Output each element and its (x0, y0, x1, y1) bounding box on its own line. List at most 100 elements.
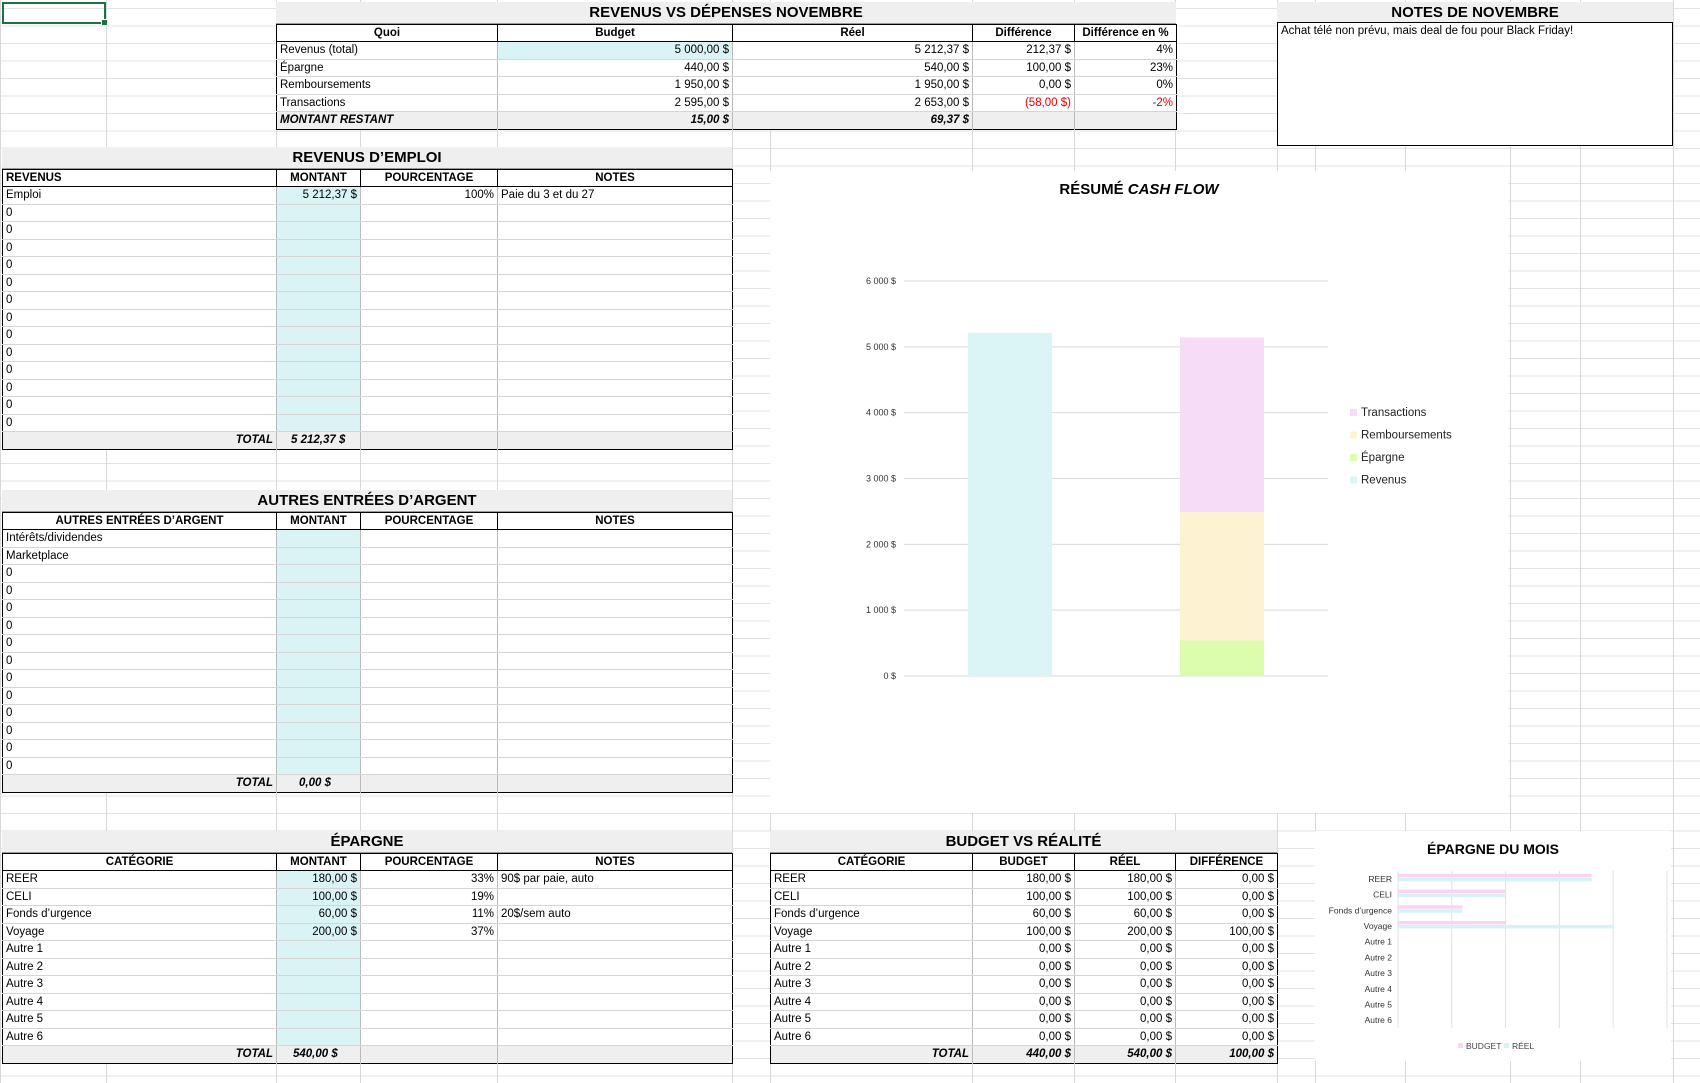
cell-quoi[interactable]: Remboursements (276, 76, 498, 95)
bvr-cell-1[interactable]: 0,00 $ (972, 1028, 1075, 1046)
emploi-cell-3[interactable] (497, 309, 733, 327)
col-difference[interactable]: Différence (972, 24, 1075, 42)
autres-cell-2[interactable] (360, 547, 498, 565)
emploi-cell-0[interactable]: Emploi (2, 186, 277, 205)
cell-budget[interactable]: 440,00 $ (497, 59, 733, 77)
col-budget[interactable]: BUDGET (972, 853, 1075, 871)
autres-cell-1[interactable] (276, 704, 361, 723)
autres-cell-1[interactable] (276, 687, 361, 705)
emploi-cell-2[interactable] (360, 274, 498, 292)
bvr-cell-0[interactable]: CELI (770, 888, 973, 906)
emploi-cell-0[interactable]: 0 (2, 396, 277, 415)
epargne-cell-2[interactable]: 33% (360, 870, 498, 889)
col-revenus[interactable]: REVENUS (2, 169, 277, 187)
autres-cell-2[interactable] (360, 704, 498, 723)
selected-cell[interactable] (2, 2, 108, 26)
autres-cell-2[interactable] (360, 529, 498, 548)
epargne-cell-0[interactable]: Autre 1 (2, 940, 277, 959)
emploi-cell-3[interactable]: Paie du 3 et du 27 (497, 186, 733, 205)
cell-budget[interactable]: 2 595,00 $ (497, 94, 733, 112)
autres-cell-3[interactable] (497, 634, 733, 653)
cell-difference[interactable]: 100,00 $ (972, 59, 1075, 77)
emploi-cell-0[interactable]: 0 (2, 221, 277, 240)
epargne-cell-0[interactable]: Autre 5 (2, 1010, 277, 1029)
epargne-total-empty-2[interactable] (497, 1045, 733, 1063)
epargne-cell-1[interactable] (276, 975, 361, 994)
epargne-cell-1[interactable]: 200,00 $ (276, 923, 361, 941)
epargne-cell-3[interactable] (497, 1010, 733, 1029)
emploi-cell-2[interactable] (360, 256, 498, 275)
col-pourcentage[interactable]: POURCENTAGE (360, 169, 498, 187)
bar-budget[interactable] (1398, 905, 1463, 909)
emploi-cell-3[interactable] (497, 239, 733, 257)
bvr-cell-1[interactable]: 0,00 $ (972, 958, 1075, 976)
emploi-cell-2[interactable] (360, 344, 498, 362)
bvr-cell-2[interactable]: 180,00 $ (1074, 870, 1176, 889)
cell-difference[interactable]: 212,37 $ (972, 41, 1075, 60)
emploi-cell-3[interactable] (497, 221, 733, 240)
epargne-cell-0[interactable]: Autre 4 (2, 993, 277, 1011)
emploi-cell-0[interactable]: 0 (2, 204, 277, 222)
cell-quoi[interactable]: Transactions (276, 94, 498, 112)
bvr-cell-1[interactable]: 180,00 $ (972, 870, 1075, 889)
col-categorie[interactable]: CATÉGORIE (2, 853, 277, 871)
cell-difference[interactable]: 0,00 $ (972, 76, 1075, 95)
col-reel[interactable]: Réel (732, 24, 973, 42)
autres-cell-0[interactable]: Intérêts/dividendes (2, 529, 277, 548)
emploi-total-value[interactable]: 5 212,37 $ (276, 431, 361, 449)
autres-cell-1[interactable] (276, 757, 361, 775)
bvr-cell-2[interactable]: 100,00 $ (1074, 888, 1176, 906)
col-pourcentage[interactable]: POURCENTAGE (360, 512, 498, 530)
emploi-cell-0[interactable]: 0 (2, 414, 277, 432)
epargne-cell-1[interactable] (276, 940, 361, 959)
epargne-cell-1[interactable] (276, 1028, 361, 1046)
epargne-cell-1[interactable] (276, 958, 361, 976)
autres-cell-0[interactable]: 0 (2, 757, 277, 775)
bar-réel[interactable] (1398, 893, 1506, 898)
autres-cell-2[interactable] (360, 722, 498, 740)
emploi-cell-2[interactable] (360, 221, 498, 240)
autres-total-empty-2[interactable] (497, 774, 733, 792)
epargne-cell-0[interactable]: Autre 2 (2, 958, 277, 976)
bvr-cell-2[interactable]: 0,00 $ (1074, 958, 1176, 976)
col-montant[interactable]: MONTANT (276, 512, 361, 530)
bvr-cell-3[interactable]: 0,00 $ (1175, 1010, 1278, 1029)
col-notes[interactable]: NOTES (497, 512, 733, 530)
emploi-cell-1[interactable] (276, 326, 361, 345)
notes-box[interactable]: Achat télé non prévu, mais deal de fou p… (1277, 22, 1673, 146)
bar-transactions[interactable] (1180, 337, 1264, 513)
emploi-cell-2[interactable] (360, 326, 498, 345)
epargne-cell-0[interactable]: Voyage (2, 923, 277, 941)
autres-cell-2[interactable] (360, 669, 498, 688)
bar-réel[interactable] (1398, 877, 1592, 882)
emploi-cell-0[interactable]: 0 (2, 379, 277, 397)
autres-cell-0[interactable]: 0 (2, 669, 277, 688)
emploi-cell-1[interactable] (276, 414, 361, 432)
emploi-cell-1[interactable] (276, 379, 361, 397)
autres-cell-0[interactable]: 0 (2, 634, 277, 653)
emploi-cell-0[interactable]: 0 (2, 326, 277, 345)
bar-budget[interactable] (1398, 920, 1506, 925)
emploi-cell-2[interactable] (360, 239, 498, 257)
emploi-cell-3[interactable] (497, 274, 733, 292)
col-budget[interactable]: Budget (497, 24, 733, 42)
emploi-cell-3[interactable] (497, 396, 733, 415)
epargne-cell-3[interactable]: 90$ par paie, auto (497, 870, 733, 889)
cell-difference[interactable]: (58,00 $) (972, 94, 1075, 112)
bvr-cell-2[interactable]: 60,00 $ (1074, 905, 1176, 924)
emploi-cell-0[interactable]: 0 (2, 256, 277, 275)
autres-cell-0[interactable]: 0 (2, 582, 277, 600)
bvr-cell-3[interactable]: 0,00 $ (1175, 888, 1278, 906)
remaining-budget[interactable]: 15,00 $ (497, 111, 733, 129)
emploi-cell-1[interactable] (276, 396, 361, 415)
cell-reel[interactable]: 2 653,00 $ (732, 94, 973, 112)
bvr-cell-3[interactable]: 0,00 $ (1175, 940, 1278, 959)
emploi-cell-0[interactable]: 0 (2, 344, 277, 362)
emploi-cell-1[interactable] (276, 361, 361, 380)
emploi-cell-2[interactable] (360, 361, 498, 380)
epargne-cell-1[interactable]: 180,00 $ (276, 870, 361, 889)
cell-reel[interactable]: 540,00 $ (732, 59, 973, 77)
autres-cell-3[interactable] (497, 599, 733, 618)
remaining-reel[interactable]: 69,37 $ (732, 111, 973, 129)
autres-cell-3[interactable] (497, 582, 733, 600)
